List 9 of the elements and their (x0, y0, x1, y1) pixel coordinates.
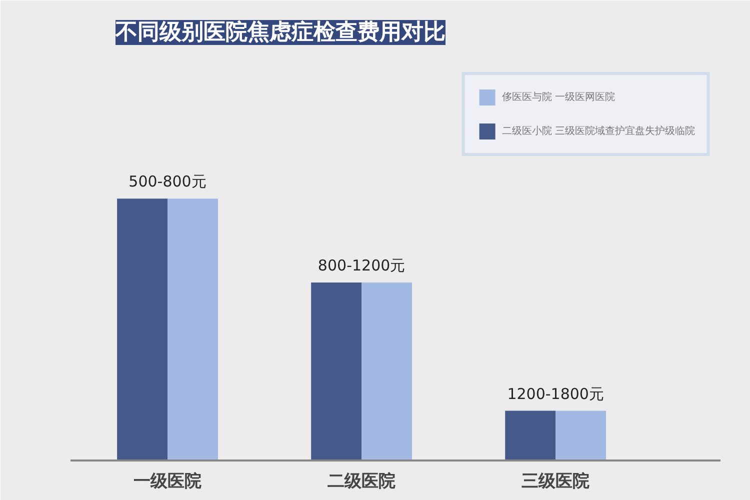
chart-title: 不同级别医院焦虑症检查费用对比 (114, 20, 446, 45)
x-tick-label: 二级医院 (328, 472, 396, 492)
x-tick-label: 一级医院 (134, 472, 202, 492)
legend-label: 侈医医与院 一级医网医院 (502, 90, 615, 104)
annotation: 500-800元 (128, 172, 206, 191)
annotation: 1200-1800元 (507, 384, 604, 403)
legend-label: 二级医小院 三级医院域查护宜盘失护级临院 (502, 124, 695, 138)
annotation: 800-1200元 (318, 256, 406, 274)
x-tick-label: 三级医院 (522, 472, 590, 492)
